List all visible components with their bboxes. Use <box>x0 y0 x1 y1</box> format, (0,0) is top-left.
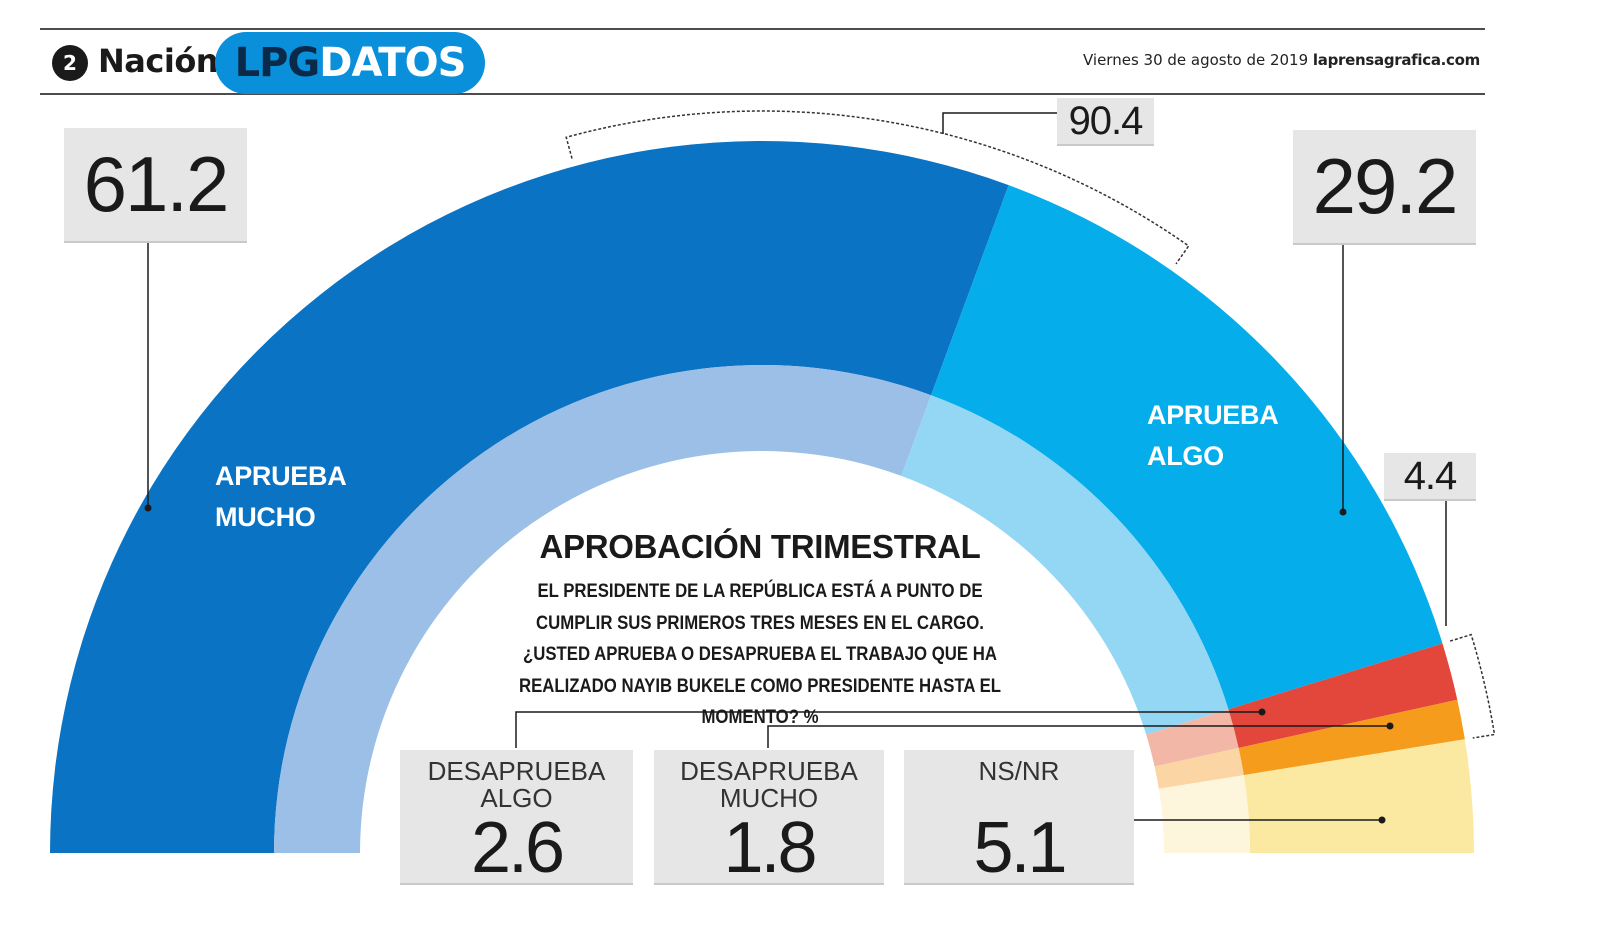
value-aprueba-algo: 29.2 <box>1312 142 1459 230</box>
label-line: APRUEBA <box>215 461 347 491</box>
label-desaprueba-mucho: DESAPRUEBA MUCHO <box>654 750 884 812</box>
header-bottom-rule <box>40 93 1485 95</box>
value-box-aprueba-mucho: 61.2 <box>64 128 247 241</box>
label-line: APRUEBA <box>1147 400 1279 430</box>
label-aprueba-algo: APRUEBA ALGO <box>1147 395 1279 477</box>
leader-dot-ns-nr <box>1378 816 1386 824</box>
bracket-total-disapprove <box>1449 633 1496 739</box>
label-line: ALGO <box>480 783 553 813</box>
leader-desaprueba-mucho <box>767 725 1390 748</box>
page-number-badge: 2 <box>52 45 88 81</box>
label-line: NS/NR <box>978 756 1060 786</box>
dateline: Viernes 30 de agosto de 2019 laprensagra… <box>1083 51 1480 69</box>
date-text: Viernes 30 de agosto de 2019 <box>1082 51 1309 69</box>
slice-outer-desaprueba-mucho <box>1238 699 1465 776</box>
chart-subtitle: EL PRESIDENTE DE LA REPÚBLICA ESTÁ A PUN… <box>518 580 1002 728</box>
slice-inner-desaprueba-mucho <box>1154 747 1244 789</box>
value-box-aprueba-algo: 29.2 <box>1293 130 1476 243</box>
value-box-total-approve: 90.4 <box>1057 98 1154 144</box>
section-title: Nación <box>98 42 219 80</box>
value-box-total-disapprove: 4.4 <box>1384 453 1476 499</box>
value-total-disapprove: 4.4 <box>1403 453 1458 498</box>
label-line: ALGO <box>1147 441 1224 471</box>
value-ns-nr: 5.1 <box>973 808 1067 888</box>
label-aprueba-mucho: APRUEBA MUCHO <box>215 456 347 538</box>
value-desaprueba-algo: 2.6 <box>470 808 565 888</box>
slice-inner-aprueba-mucho <box>274 365 932 853</box>
label-ns-nr: NS/NR <box>904 750 1134 785</box>
value-box-ns-nr: NS/NR 5.1 <box>904 750 1134 888</box>
brand-logo: LPG DATOS <box>215 32 485 94</box>
brand-part-1: LPG <box>234 40 321 86</box>
slice-inner-desaprueba-algo <box>1146 709 1239 767</box>
value-aprueba-mucho: 61.2 <box>83 140 230 228</box>
bracket-total-approve <box>565 110 1190 265</box>
leader-total-approve <box>942 112 1057 134</box>
slice-outer-aprueba-mucho <box>50 141 1009 853</box>
slice-outer-aprueba-algo <box>931 185 1443 710</box>
slice-outer-desaprueba-algo <box>1228 643 1458 748</box>
leader-dot-desaprueba-mucho <box>1386 722 1394 730</box>
brand-part-2: DATOS <box>319 40 466 86</box>
value-box-desaprueba-algo: DESAPRUEBA ALGO 2.6 <box>400 750 633 888</box>
label-line: MUCHO <box>719 783 819 813</box>
label-line: MUCHO <box>215 502 316 532</box>
leader-dot-desaprueba-algo <box>1258 708 1266 716</box>
value-total-approve: 90.4 <box>1068 98 1144 143</box>
chart-title: APROBACIÓN TRIMESTRAL <box>539 528 981 565</box>
label-line: DESAPRUEBA <box>680 756 858 786</box>
value-desaprueba-mucho: 1.8 <box>723 808 817 888</box>
label-line: DESAPRUEBA <box>427 756 606 786</box>
leader-dot-aprueba-algo <box>1339 508 1347 516</box>
leader-dot-aprueba-mucho <box>144 504 152 512</box>
slice-inner-aprueba-algo <box>901 395 1229 735</box>
site-name: laprensagrafica.com <box>1312 51 1480 69</box>
slice-outer-ns-nr <box>1243 739 1474 853</box>
leader-desaprueba-algo <box>515 711 1262 748</box>
header-top-rule <box>40 28 1485 30</box>
slice-inner-ns-nr <box>1158 775 1250 853</box>
value-box-desaprueba-mucho: DESAPRUEBA MUCHO 1.8 <box>654 750 884 888</box>
label-desaprueba-algo: DESAPRUEBA ALGO <box>400 750 633 812</box>
